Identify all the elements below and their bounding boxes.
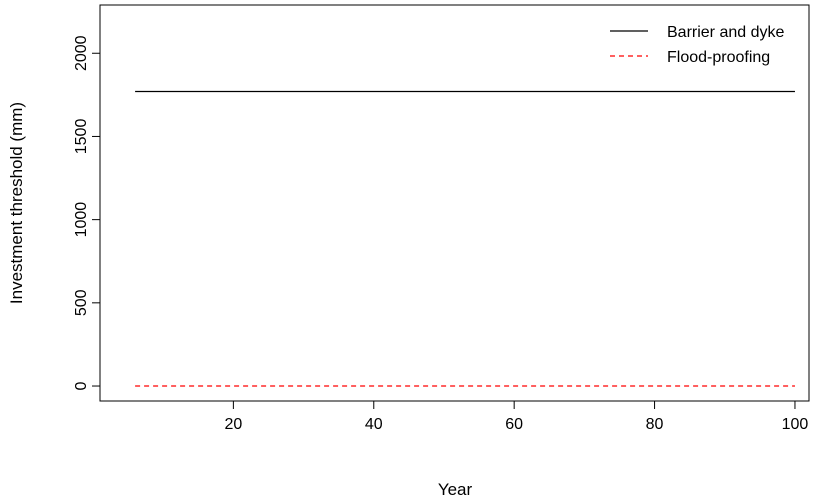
legend: Barrier and dyke Flood-proofing bbox=[610, 24, 784, 66]
y-tick-label: 1500 bbox=[73, 119, 90, 155]
x-tick-label: 20 bbox=[224, 416, 242, 433]
y-tick-label: 2000 bbox=[73, 35, 90, 71]
legend-label-flood-proofing: Flood-proofing bbox=[667, 49, 770, 66]
plot-frame bbox=[99, 4, 810, 402]
x-tick-label: 40 bbox=[365, 416, 383, 433]
y-tick-label: 1000 bbox=[73, 202, 90, 238]
x-axis: 20 40 60 80 100 bbox=[224, 401, 808, 433]
x-tick-label: 60 bbox=[505, 416, 523, 433]
x-axis-title: Year bbox=[438, 480, 473, 499]
x-tick-label: 100 bbox=[782, 416, 809, 433]
series-layer bbox=[135, 90, 795, 387]
y-axis-title: Investment threshold (mm) bbox=[7, 102, 26, 304]
y-tick-label: 0 bbox=[73, 381, 90, 390]
legend-label-barrier-and-dyke: Barrier and dyke bbox=[667, 24, 784, 41]
y-tick-label: 500 bbox=[73, 289, 90, 316]
y-axis: 0 500 1000 1500 2000 bbox=[73, 35, 100, 390]
x-tick-label: 80 bbox=[646, 416, 664, 433]
